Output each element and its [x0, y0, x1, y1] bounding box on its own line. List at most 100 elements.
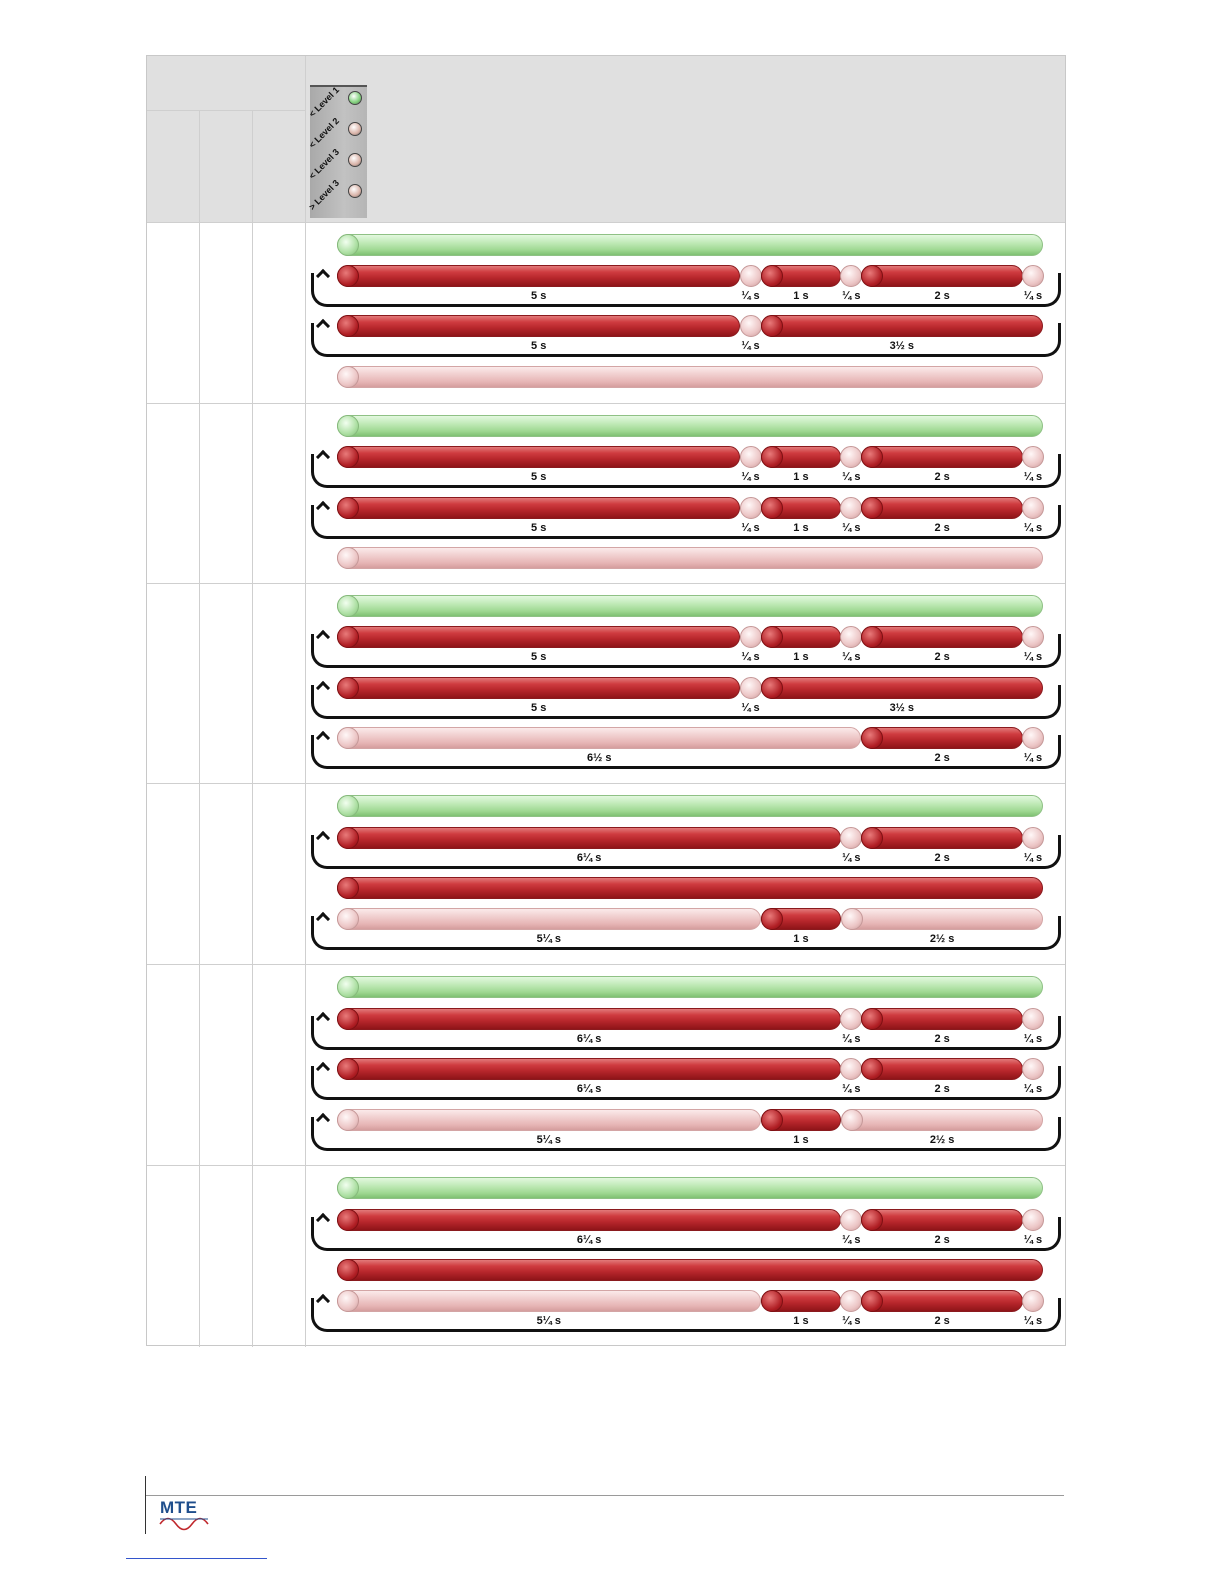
duration-label: 3½ s — [889, 340, 915, 352]
duration-label: 2 s — [934, 471, 950, 483]
segment-red — [861, 1058, 1023, 1080]
duration-label: 5 s — [531, 651, 547, 663]
header-cell-left-top — [147, 56, 305, 111]
segment-start-red — [861, 1008, 884, 1030]
duration-label: 2½ s — [929, 933, 955, 945]
loop-arrow — [311, 1217, 1061, 1251]
footer-link-underline[interactable] — [126, 1558, 267, 1559]
duration-label: ¼ s — [842, 1083, 861, 1095]
mte-logo-icon — [159, 1517, 209, 1531]
segment-start-red — [337, 315, 359, 337]
duration-label: ¼ s — [741, 651, 760, 663]
column-divider — [199, 111, 200, 1347]
column-divider — [252, 111, 253, 1347]
transition-pink — [739, 265, 762, 287]
segment-pink — [337, 908, 761, 930]
column-divider — [305, 56, 306, 1347]
duration-label: 1 s — [793, 1315, 809, 1327]
duration-label: ¼ s — [842, 471, 861, 483]
legend-label-4: > Level 3 — [306, 177, 342, 212]
transition-pink — [739, 626, 762, 648]
duration-label: 5¼ s — [536, 1315, 562, 1327]
segment-red — [861, 446, 1023, 468]
segment-start-red — [337, 1209, 359, 1231]
duration-label: ¼ s — [1023, 852, 1043, 864]
segment-start-red — [337, 265, 359, 287]
loop-arrow — [311, 835, 1061, 869]
segment-pink — [841, 908, 1043, 930]
segment-red — [337, 265, 741, 287]
loop-arrow — [311, 1298, 1061, 1332]
timing-table — [146, 55, 1066, 1347]
duration-label: ¼ s — [1023, 522, 1043, 534]
header-cell-legend — [306, 56, 1065, 222]
segment-red — [760, 677, 1043, 699]
segment-start-green — [337, 415, 359, 437]
duration-label: 2 s — [934, 522, 950, 534]
transition-pink — [1021, 1209, 1044, 1231]
segment-start-red — [861, 265, 884, 287]
segment-pink — [337, 727, 862, 749]
legend-led-icon-2 — [348, 122, 362, 136]
transition-pink — [739, 677, 762, 699]
segment-pink — [337, 1290, 761, 1312]
duration-label: 5 s — [531, 522, 547, 534]
segment-start-red — [760, 1109, 783, 1131]
loop-arrow — [311, 323, 1061, 357]
duration-label: 2½ s — [929, 1134, 955, 1146]
segment-pink — [337, 547, 1043, 569]
legend-led-icon-1 — [348, 91, 362, 105]
duration-label: 5 s — [531, 702, 547, 714]
segment-red — [861, 1290, 1023, 1312]
segment-start-red — [337, 877, 359, 899]
segment-red — [337, 446, 741, 468]
duration-label: ¼ s — [842, 1315, 861, 1327]
duration-label: 3½ s — [889, 702, 915, 714]
segment-start-red — [760, 1290, 783, 1312]
duration-label: 1 s — [793, 471, 809, 483]
segment-red — [861, 1008, 1023, 1030]
segment-start-red — [861, 1209, 884, 1231]
duration-label: ¼ s — [741, 340, 760, 352]
transition-pink — [1021, 497, 1044, 519]
row-divider — [147, 1165, 1065, 1166]
duration-label: ¼ s — [1023, 1315, 1043, 1327]
segment-start-red — [337, 446, 359, 468]
row-divider — [147, 222, 1065, 223]
duration-label: 2 s — [934, 1234, 950, 1246]
duration-label: ¼ s — [741, 522, 760, 534]
legend-led-icon-3 — [348, 153, 362, 167]
duration-label: 1 s — [793, 1134, 809, 1146]
segment-start-red — [760, 446, 783, 468]
segment-pink — [841, 1109, 1043, 1131]
segment-green — [337, 976, 1043, 998]
segment-red — [337, 315, 741, 337]
segment-red — [861, 497, 1023, 519]
duration-label: 5 s — [531, 290, 547, 302]
transition-pink — [1021, 1058, 1044, 1080]
transition-pink — [739, 315, 762, 337]
duration-label: ¼ s — [842, 651, 861, 663]
segment-red — [337, 1058, 842, 1080]
transition-pink — [1021, 446, 1044, 468]
duration-label: ¼ s — [842, 852, 861, 864]
segment-green — [337, 795, 1043, 817]
header-subdivider — [147, 110, 305, 111]
segment-start-green — [337, 234, 359, 256]
duration-label: 2 s — [934, 1315, 950, 1327]
transition-pink — [1021, 1290, 1044, 1312]
segment-start-pink — [841, 908, 864, 930]
duration-label: ¼ s — [842, 1234, 861, 1246]
legend-label-3: < Level 3 — [306, 146, 342, 181]
duration-label: ¼ s — [741, 290, 760, 302]
duration-label: 2 s — [934, 1033, 950, 1045]
duration-label: ¼ s — [1023, 1083, 1043, 1095]
segment-start-red — [760, 677, 783, 699]
segment-red — [337, 626, 741, 648]
duration-label: 6¼ s — [576, 1033, 602, 1045]
duration-label: ¼ s — [1023, 752, 1043, 764]
segment-start-red — [760, 265, 783, 287]
duration-label: ¼ s — [842, 290, 861, 302]
legend-label-2: < Level 2 — [306, 115, 342, 150]
loop-arrow — [311, 273, 1061, 307]
